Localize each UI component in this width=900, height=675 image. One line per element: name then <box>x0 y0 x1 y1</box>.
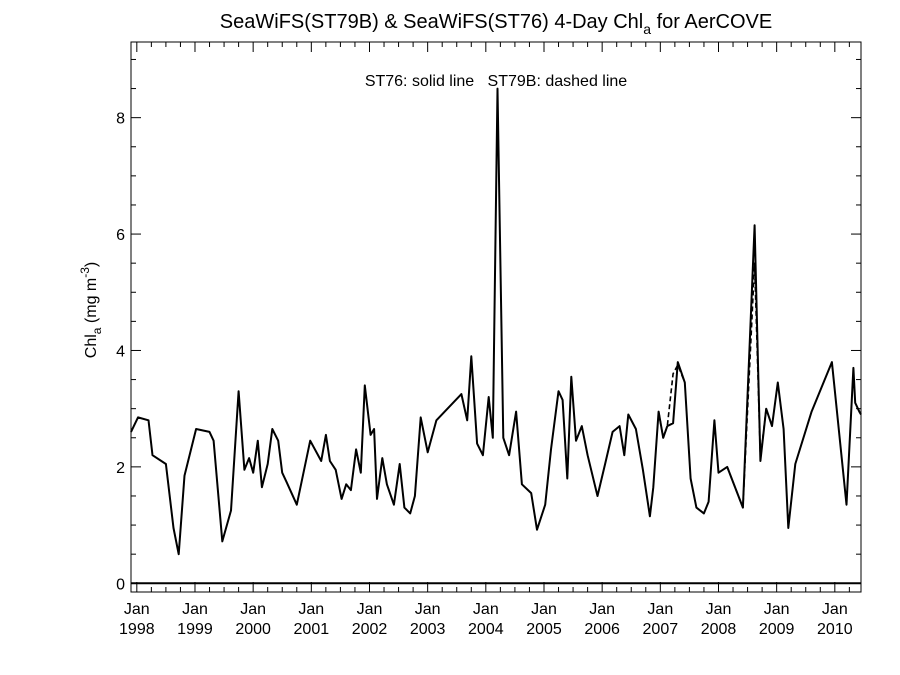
y-tick-label: 4 <box>116 343 125 360</box>
x-tick-label-month: Jan <box>415 601 441 618</box>
y-axis-label-superscript: -3 <box>78 267 92 278</box>
series-line-st79b-2 <box>726 262 767 509</box>
x-tick-label-year: 1999 <box>177 621 213 638</box>
x-tick-label-year: 2005 <box>526 621 562 638</box>
x-tick-label-year: 1998 <box>119 621 155 638</box>
axes: 0 2 4 6 8 Jan 1998 Jan 1999 Jan 2000 Jan 2001 Jan 2002… <box>116 42 861 638</box>
x-tick-label-year: 2009 <box>759 621 795 638</box>
x-tick-label-year: 2006 <box>584 621 620 638</box>
x-tick-label-year: 2002 <box>352 621 388 638</box>
y-tick-label: 2 <box>116 460 125 477</box>
y-axis-label: Chla (mg m-3) <box>78 262 104 358</box>
x-tick-label-year: 2003 <box>410 621 446 638</box>
x-tick-label-month: Jan <box>647 601 673 618</box>
chart-title-suffix: for AerCOVE <box>651 11 772 33</box>
x-tick-label-year: 2000 <box>235 621 271 638</box>
chart-annotation: ST76: solid line ST79B: dashed line <box>365 73 627 90</box>
x-tick-label-month: Jan <box>531 601 557 618</box>
chart-title-subscript: a <box>643 21 651 37</box>
y-tick-label: 6 <box>116 227 125 244</box>
chart-title-prefix: SeaWiFS(ST79B) & SeaWiFS(ST76) 4-Day Chl <box>220 11 643 33</box>
series-line-st76-0 <box>130 87 862 556</box>
x-tick-label-year: 2001 <box>294 621 330 638</box>
x-tick-label-month: Jan <box>298 601 324 618</box>
y-axis-label-main: Chl <box>83 334 100 358</box>
chart-title: SeaWiFS(ST79B) & SeaWiFS(ST76) 4-Day Chl… <box>220 11 772 37</box>
x-tick-label-month: Jan <box>357 601 383 618</box>
y-axis-label-units-suffix: ) <box>83 262 100 267</box>
y-axis-label-subscript: a <box>90 327 104 334</box>
x-tick-label-year: 2010 <box>817 621 853 638</box>
plot-frame <box>130 41 862 593</box>
y-tick-label: 8 <box>116 111 125 128</box>
series-layer <box>130 87 862 556</box>
x-tick-label-year: 2004 <box>468 621 504 638</box>
series-line-st79b-1 <box>657 364 686 439</box>
x-tick-label-year: 2007 <box>643 621 679 638</box>
x-tick-label-month: Jan <box>822 601 848 618</box>
x-tick-label-month: Jan <box>124 601 150 618</box>
x-tick-label-month: Jan <box>764 601 790 618</box>
x-tick-label-month: Jan <box>706 601 732 618</box>
x-tick-label-month: Jan <box>240 601 266 618</box>
x-tick-label-month: Jan <box>473 601 499 618</box>
y-axis-label-units-prefix: (mg m <box>83 278 100 328</box>
x-tick-label-month: Jan <box>589 601 615 618</box>
y-tick-label: 0 <box>116 576 125 593</box>
x-tick-label-year: 2008 <box>701 621 737 638</box>
x-tick-label-month: Jan <box>182 601 208 618</box>
